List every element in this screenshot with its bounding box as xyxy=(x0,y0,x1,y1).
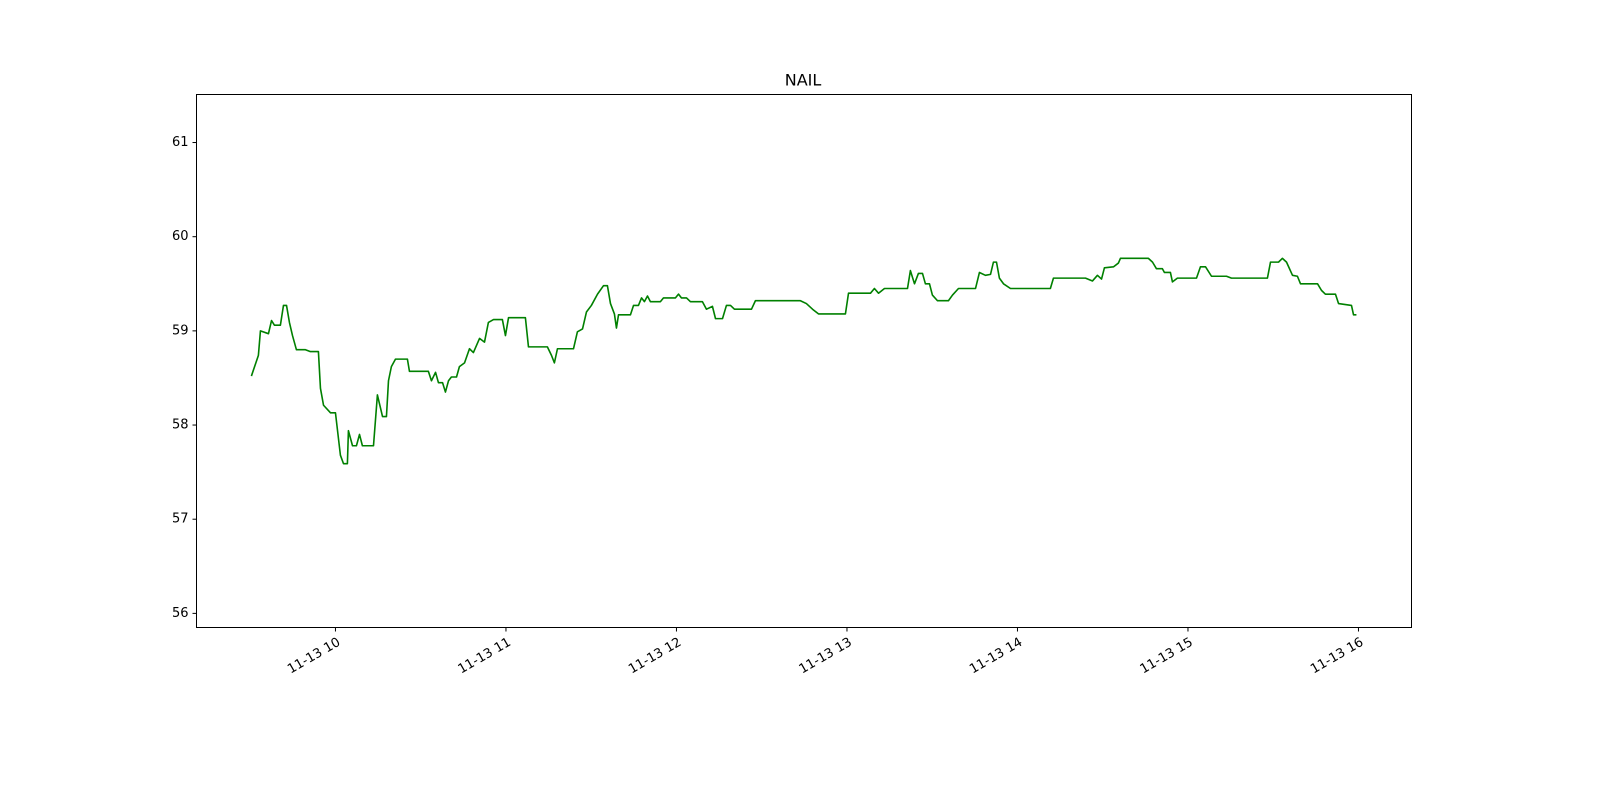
y-tick-label: 58 xyxy=(172,418,189,433)
x-tick-label: 11-13 11 xyxy=(456,635,514,677)
chart-title: NAIL xyxy=(785,71,822,90)
axes-frame xyxy=(196,94,1412,628)
y-tick-label: 61 xyxy=(172,135,189,150)
x-tick-label: 11-13 10 xyxy=(285,635,343,677)
y-tick-label: 59 xyxy=(172,323,189,338)
line xyxy=(250,257,1357,465)
x-tick-label: 11-13 12 xyxy=(626,635,684,677)
y-tick-label: 60 xyxy=(172,229,189,244)
y-tick-label: 56 xyxy=(172,606,189,621)
x-tick-label: 11-13 13 xyxy=(797,635,855,677)
x-tick-label: 11-13 15 xyxy=(1138,635,1196,677)
x-tick-label: 11-13 16 xyxy=(1308,635,1366,677)
x-tick-label: 11-13 14 xyxy=(967,635,1025,677)
y-tick-label: 57 xyxy=(172,512,189,527)
